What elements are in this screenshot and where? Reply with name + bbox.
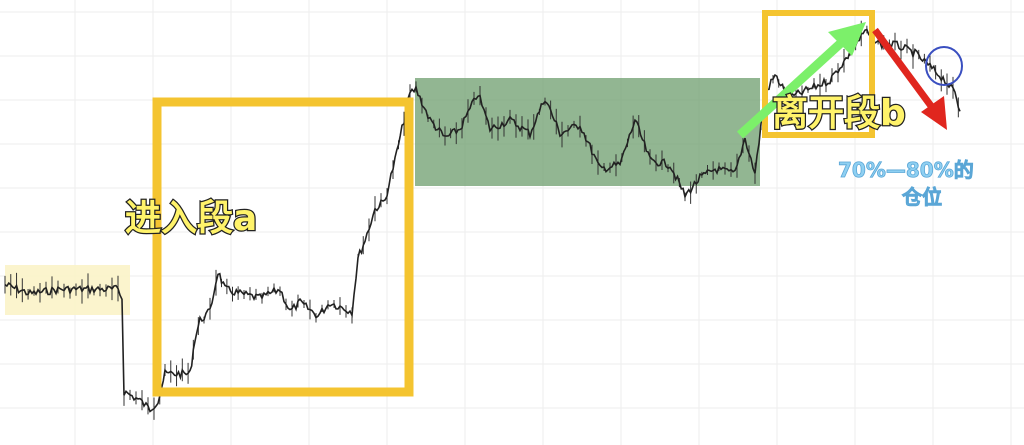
zone-green-range <box>415 78 760 186</box>
label-position-size: 70%—80%的 <box>838 158 974 182</box>
label-position: 仓位 <box>901 185 942 209</box>
box-entry-segment-a <box>152 97 414 397</box>
highlight-circle <box>925 46 963 86</box>
price-line <box>4 28 961 413</box>
box-exit-segment-b <box>762 10 875 138</box>
zone-yellow-range <box>5 265 130 315</box>
arrow-up-green <box>736 22 866 139</box>
label-entry-segment-a: 进入段a <box>125 198 257 239</box>
label-exit-segment-b: 离开段b <box>772 93 906 134</box>
arrow-down-red <box>872 27 947 130</box>
